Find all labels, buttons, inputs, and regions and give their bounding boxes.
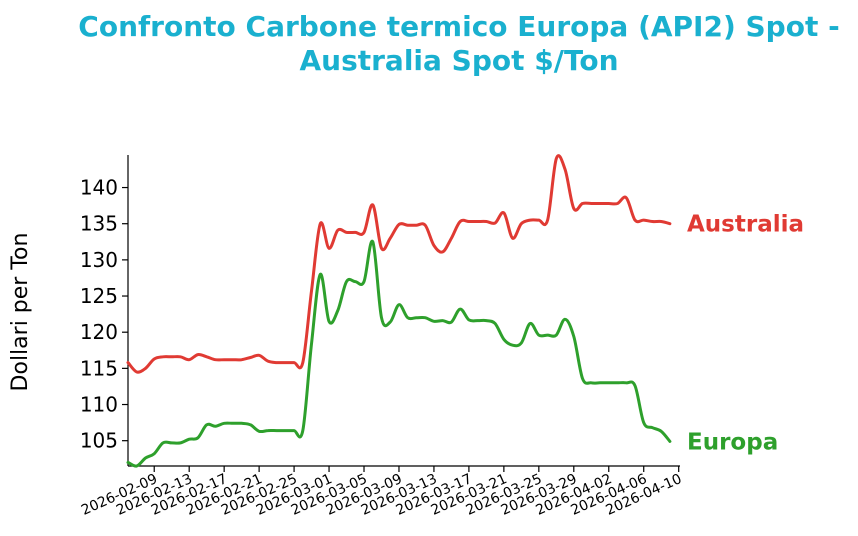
y-tick-label: 125 xyxy=(80,284,118,308)
y-axis-label: Dollari per Ton xyxy=(8,233,33,392)
series-label-europa: Europa xyxy=(687,429,778,455)
series-labels: Australia Europa xyxy=(687,212,804,456)
chart-title: Confronto Carbone termico Europa (API2) … xyxy=(78,10,840,77)
x-axis-ticks: 2026-02-092026-02-132026-02-172026-02-21… xyxy=(79,466,684,519)
y-tick-label: 140 xyxy=(80,176,118,200)
y-tick-label: 130 xyxy=(80,248,118,272)
y-tick-label: 120 xyxy=(80,320,118,344)
axes xyxy=(127,155,680,467)
y-tick-label: 115 xyxy=(80,356,118,380)
series-line-australia xyxy=(126,154,672,374)
y-tick-label: 105 xyxy=(80,429,118,453)
y-tick-label: 135 xyxy=(80,212,118,236)
series-line-europa xyxy=(126,240,672,468)
series-lines xyxy=(126,154,672,468)
y-tick-label: 110 xyxy=(80,393,118,417)
y-axis-ticks: 105 110 115 120 125 130 135 140 xyxy=(80,176,128,453)
series-label-australia: Australia xyxy=(687,212,804,238)
